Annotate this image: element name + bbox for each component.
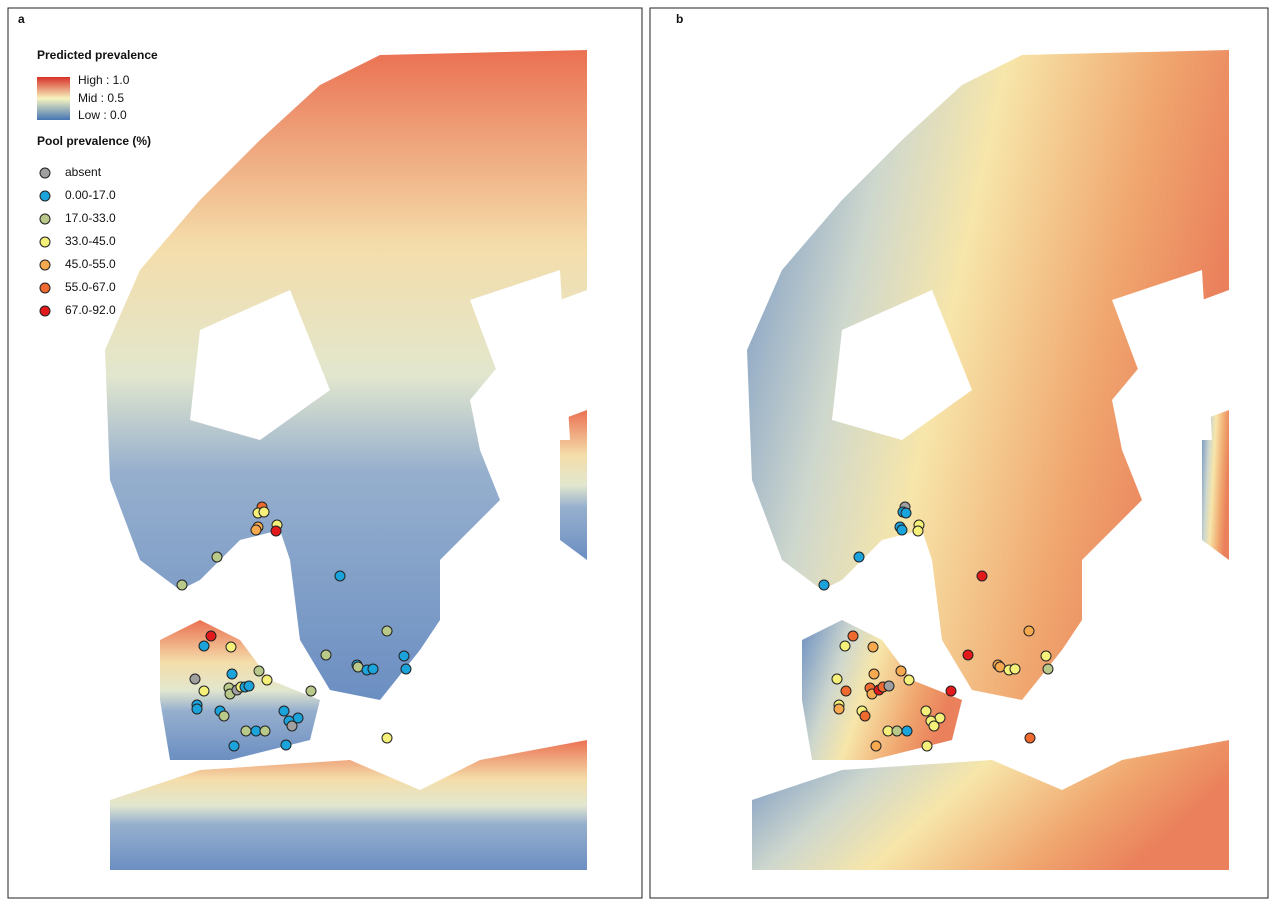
sample-point	[834, 704, 844, 714]
legend-label: Mid : 0.5	[78, 91, 124, 105]
legend-label: absent	[65, 165, 102, 179]
sample-point	[913, 526, 923, 536]
sample-point	[199, 641, 209, 651]
sample-point	[206, 631, 216, 641]
sample-point	[244, 681, 254, 691]
sample-point	[977, 571, 987, 581]
sample-point	[896, 666, 906, 676]
sample-point	[382, 733, 392, 743]
sample-point	[212, 552, 222, 562]
sample-point	[848, 631, 858, 641]
sample-point	[306, 686, 316, 696]
map	[105, 50, 587, 870]
sample-point	[1041, 651, 1051, 661]
legend-marker	[40, 283, 50, 293]
legend-label: 0.00-17.0	[65, 188, 116, 202]
legend-label: 67.0-92.0	[65, 303, 116, 317]
sample-point	[271, 526, 281, 536]
sample-point	[929, 721, 939, 731]
sample-point	[281, 740, 291, 750]
legend-label: High : 1.0	[78, 73, 130, 87]
legend-label: 45.0-55.0	[65, 257, 116, 271]
sample-point	[946, 686, 956, 696]
legend: absent 0.00-17.0 17.0-33.0 33.0-45.0 45.0-55…	[40, 165, 116, 317]
sample-point	[226, 642, 236, 652]
sample-point	[884, 681, 894, 691]
sample-point	[921, 706, 931, 716]
sample-point	[192, 704, 202, 714]
sample-point	[251, 525, 261, 535]
sample-point	[901, 508, 911, 518]
legend-label: 55.0-67.0	[65, 280, 116, 294]
sample-point	[892, 726, 902, 736]
sample-point	[897, 525, 907, 535]
sample-point	[399, 651, 409, 661]
sample-point	[854, 552, 864, 562]
sample-point	[963, 650, 973, 660]
sample-point	[1010, 664, 1020, 674]
sample-point	[229, 741, 239, 751]
sample-point	[219, 711, 229, 721]
legend-title: Pool prevalence (%)	[37, 134, 151, 148]
sample-point	[841, 686, 851, 696]
legend-label: 17.0-33.0	[65, 211, 116, 225]
sample-point	[995, 662, 1005, 672]
sample-point	[382, 626, 392, 636]
sample-point	[335, 571, 345, 581]
sample-point	[401, 664, 411, 674]
figure: a b Predicted prevalence High : 1.0 Mid …	[0, 0, 1274, 902]
sample-point	[353, 662, 363, 672]
sample-point	[902, 726, 912, 736]
sample-point	[904, 675, 914, 685]
sample-point	[254, 666, 264, 676]
legend-marker	[40, 168, 50, 178]
sample-point	[260, 726, 270, 736]
sample-point	[922, 741, 932, 751]
sample-point	[227, 669, 237, 679]
panel-label: a	[18, 12, 25, 26]
legend-marker	[40, 306, 50, 316]
sample-point	[241, 726, 251, 736]
sample-point	[190, 674, 200, 684]
legend-marker	[40, 260, 50, 270]
sample-point	[368, 664, 378, 674]
legend-title: Predicted prevalence	[37, 48, 158, 62]
legend-ramp	[37, 77, 70, 120]
sample-point	[860, 711, 870, 721]
sample-point	[1043, 664, 1053, 674]
legend-marker	[40, 237, 50, 247]
sample-point	[868, 642, 878, 652]
sample-point	[262, 675, 272, 685]
sample-point	[321, 650, 331, 660]
sample-point	[832, 674, 842, 684]
sample-point	[177, 580, 187, 590]
sample-point	[279, 706, 289, 716]
sample-point	[840, 641, 850, 651]
sample-point	[1025, 733, 1035, 743]
legend-label: Low : 0.0	[78, 108, 127, 122]
sample-point	[199, 686, 209, 696]
map	[747, 50, 1229, 870]
legend-label: 33.0-45.0	[65, 234, 116, 248]
sample-point	[819, 580, 829, 590]
sample-point	[869, 669, 879, 679]
legend-marker	[40, 191, 50, 201]
sample-point	[871, 741, 881, 751]
panel-label: b	[676, 12, 683, 26]
legend-marker	[40, 214, 50, 224]
sample-point	[259, 507, 269, 517]
sample-point	[287, 721, 297, 731]
sample-point	[1024, 626, 1034, 636]
